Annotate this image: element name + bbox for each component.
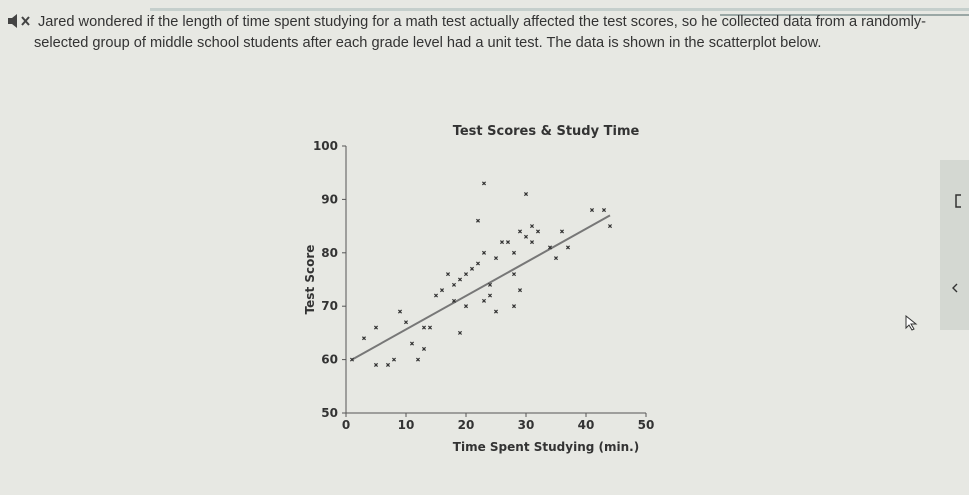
data-point	[397, 309, 403, 314]
chart-title: Test Scores & Study Time	[453, 124, 640, 139]
data-point	[523, 192, 529, 197]
data-point	[349, 357, 355, 362]
data-point	[469, 266, 475, 271]
data-point	[529, 224, 535, 229]
y-tick-label: 80	[321, 246, 338, 260]
data-point	[433, 293, 439, 298]
data-point	[457, 330, 463, 335]
x-tick-label: 50	[638, 418, 655, 432]
data-point	[427, 325, 433, 330]
data-point	[391, 357, 397, 362]
y-tick-label: 100	[313, 139, 338, 153]
data-point	[457, 277, 463, 282]
x-axis-label: Time Spent Studying (min.)	[453, 440, 639, 454]
data-point	[463, 272, 469, 277]
data-point	[487, 282, 493, 287]
data-point	[547, 245, 553, 250]
y-tick-label: 70	[321, 299, 338, 313]
data-point	[451, 282, 457, 287]
data-point	[361, 336, 367, 341]
trend-line	[351, 214, 611, 361]
data-point	[529, 240, 535, 245]
y-tick-label: 50	[321, 406, 338, 420]
data-point	[511, 272, 517, 277]
data-point	[421, 346, 427, 351]
data-point	[517, 229, 523, 234]
data-point	[415, 357, 421, 362]
data-point	[373, 362, 379, 367]
data-point	[493, 309, 499, 314]
question-text: Jared wondered if the length of time spe…	[34, 12, 948, 54]
scatterplot-chart: Test Scores & Study Time 50 60 70 80 90 100 0 10…	[296, 118, 666, 458]
data-point	[409, 341, 415, 346]
data-point	[505, 240, 511, 245]
data-point	[463, 304, 469, 309]
x-tick-label: 30	[518, 418, 535, 432]
y-tick-label: 60	[321, 353, 338, 367]
data-point	[475, 261, 481, 266]
chevron-left-icon[interactable]	[950, 282, 960, 294]
data-point	[511, 304, 517, 309]
y-axis-label: Test Score	[303, 245, 317, 315]
data-point	[403, 320, 409, 325]
side-panel-edge	[940, 160, 969, 330]
data-point	[517, 288, 523, 293]
data-point	[451, 298, 457, 303]
data-point	[487, 293, 493, 298]
bracket-icon	[955, 194, 961, 208]
data-point	[475, 218, 481, 223]
data-point	[553, 256, 559, 261]
data-point	[499, 240, 505, 245]
x-tick-label: 20	[458, 418, 475, 432]
x-tick-label: 40	[578, 418, 595, 432]
pointer-cursor-icon	[905, 315, 918, 331]
question-line-1: Jared wondered if the length of time spe…	[38, 14, 926, 30]
data-point	[511, 250, 517, 255]
top-divider	[150, 8, 969, 11]
data-point	[523, 234, 529, 239]
speaker-icon[interactable]	[6, 12, 34, 30]
data-point	[601, 208, 607, 213]
data-point	[559, 229, 565, 234]
top-divider-accent	[720, 14, 969, 16]
data-point	[589, 208, 595, 213]
data-point	[385, 362, 391, 367]
data-point	[445, 272, 451, 277]
data-point	[535, 229, 541, 234]
x-tick-label: 0	[342, 418, 350, 432]
data-point	[373, 325, 379, 330]
scatterplot-svg: Test Scores & Study Time 50 60 70 80 90 100 0 10…	[303, 124, 655, 454]
data-point	[421, 325, 427, 330]
data-point	[481, 181, 487, 186]
data-point	[565, 245, 571, 250]
data-point	[481, 298, 487, 303]
x-tick-label: 10	[398, 418, 415, 432]
data-point	[607, 224, 613, 229]
data-point	[493, 256, 499, 261]
data-point	[439, 288, 445, 293]
question-line-2: selected group of middle school students…	[34, 35, 822, 51]
y-tick-label: 90	[321, 192, 338, 206]
data-point	[481, 250, 487, 255]
